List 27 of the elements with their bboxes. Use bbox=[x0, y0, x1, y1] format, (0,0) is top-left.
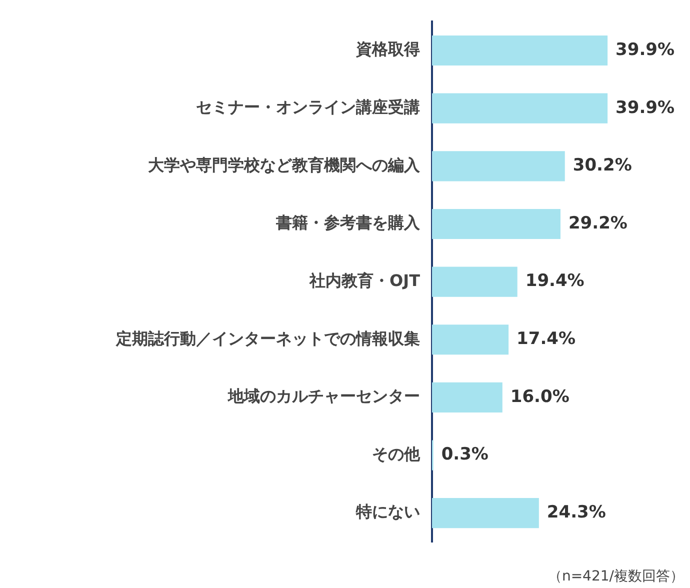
y-tick-label: 資格取得 bbox=[355, 40, 420, 59]
bar bbox=[432, 382, 502, 412]
data-label: 0.3% bbox=[441, 444, 488, 465]
data-label: 29.2% bbox=[568, 213, 628, 234]
y-tick-label: 書籍・参考書を購入 bbox=[275, 213, 421, 232]
bar bbox=[432, 498, 539, 528]
data-label: 24.3% bbox=[546, 502, 606, 523]
data-label: 16.0% bbox=[510, 386, 570, 407]
data-label: 39.9% bbox=[616, 98, 675, 118]
data-label: 30.2% bbox=[572, 156, 632, 176]
bar bbox=[432, 266, 518, 297]
y-tick-label: その他 bbox=[372, 444, 421, 464]
bar bbox=[432, 35, 608, 66]
data-label: 39.9% bbox=[616, 40, 675, 60]
bar bbox=[432, 93, 608, 124]
y-tick-label: 大学や専門学校など教育機関への編入 bbox=[148, 155, 421, 174]
y-tick-label: 定期誌行動／インターネットでの情報収集 bbox=[115, 328, 420, 348]
data-label: 17.4% bbox=[516, 329, 576, 350]
y-tick-label: 社内教育・OJT bbox=[308, 270, 420, 290]
bar bbox=[432, 208, 560, 240]
text: （n=421/複数回答） bbox=[548, 568, 684, 585]
data-label: 19.4% bbox=[525, 271, 584, 292]
y-tick-label: セミナー・オンライン講座受講 bbox=[196, 97, 420, 116]
y-tick-label: 地域のカルチャーセンター bbox=[227, 386, 420, 406]
bar bbox=[432, 324, 509, 355]
y-tick-label: 特にない bbox=[355, 502, 420, 522]
bar bbox=[432, 151, 565, 182]
